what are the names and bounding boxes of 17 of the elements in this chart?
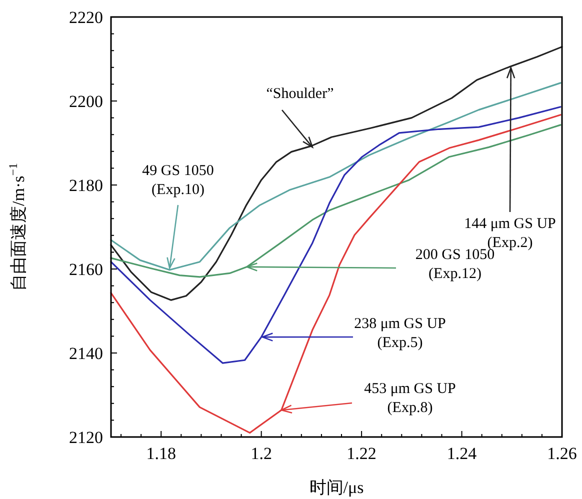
x-tick-label: 1.18 (146, 444, 176, 463)
annotation: 238 μm GS UP (Exp.5) (354, 316, 446, 351)
x-tick-label: 1.22 (346, 444, 376, 463)
y-tick-label: 2140 (69, 344, 103, 363)
annotation: “Shoulder” (266, 86, 334, 102)
x-tick-label: 1.2 (250, 444, 272, 463)
y-tick-label: 2220 (69, 8, 103, 27)
annotation: 49 GS 1050 (Exp.10) (142, 163, 214, 198)
annotation: 200 GS 1050 (Exp.12) (415, 247, 495, 282)
annotation: 453 μm GS UP (Exp.8) (364, 381, 456, 416)
y-tick-label: 2160 (69, 260, 103, 279)
y-tick-label: 2200 (69, 92, 103, 111)
y-tick-label: 2120 (69, 428, 103, 447)
y-tick-label: 2180 (69, 176, 103, 195)
x-tick-label: 1.26 (547, 444, 577, 463)
x-axis-title: 时间/μs (309, 478, 364, 497)
x-tick-label: 1.24 (446, 444, 478, 463)
